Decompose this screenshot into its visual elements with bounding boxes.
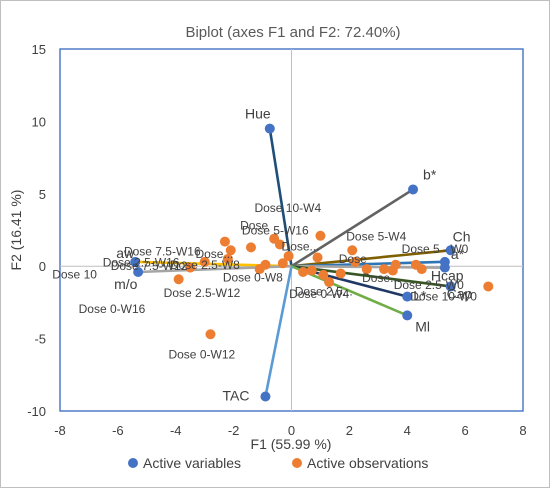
- y-tick-label: -10: [27, 404, 46, 419]
- y-axis-label: F2 (16.41 %): [8, 190, 24, 271]
- variable-label: L*: [413, 288, 427, 304]
- observation-point: [347, 245, 358, 256]
- x-tick-label: -4: [170, 423, 182, 438]
- x-tick-label: -2: [228, 423, 240, 438]
- variable-vector: [291, 248, 451, 268]
- variable-point: [402, 310, 413, 321]
- x-tick-label: 4: [404, 423, 411, 438]
- observation-label: Dose 2.5-W8: [170, 258, 240, 272]
- observation-label: Dose: [339, 252, 367, 266]
- observation-point: [260, 259, 271, 270]
- observation-label: Dose 5-W4: [346, 229, 406, 243]
- observation-label: Dose 7.5-W16: [124, 245, 201, 259]
- variable-label: TAC: [222, 388, 249, 404]
- variable-label: m/o: [114, 276, 138, 292]
- y-tick-label: 10: [32, 114, 46, 129]
- variable-point: [408, 184, 419, 195]
- observation-label: Dose...: [195, 247, 233, 261]
- variable-vector: [264, 265, 293, 397]
- observation-label: Dose: [240, 219, 268, 233]
- variable-label: Hcap: [431, 268, 464, 284]
- observation-label: Dose 10-W4: [254, 201, 321, 215]
- observation-point: [361, 264, 372, 275]
- observation-point: [312, 252, 323, 263]
- x-tick-label: 2: [346, 423, 353, 438]
- observation-point: [277, 258, 288, 269]
- observation-point: [410, 259, 421, 270]
- legend: Active variables Active observations: [128, 455, 428, 471]
- legend-variables-label: Active variables: [143, 455, 241, 471]
- observation-point: [225, 245, 236, 256]
- legend-observations-label: Active observations: [307, 455, 428, 471]
- variable-point: [260, 391, 271, 402]
- observation-label: Dose 2.5-W12: [164, 286, 241, 300]
- observation-label: Dose 5 - W0: [402, 242, 469, 256]
- observation-point: [318, 269, 329, 280]
- variable-label: Hue: [245, 106, 271, 122]
- observation-label: Dose...: [362, 271, 400, 285]
- variable-vector: [291, 264, 451, 288]
- y-tick-label: 0: [39, 259, 46, 274]
- x-tick-label: -8: [54, 423, 66, 438]
- observation-point: [350, 256, 361, 267]
- observation-point: [315, 230, 326, 241]
- variable-label: Cap: [447, 285, 473, 301]
- observation-point: [283, 251, 294, 262]
- variable-label: Ch: [453, 228, 471, 244]
- observation-point: [222, 253, 233, 264]
- variable-point: [264, 123, 275, 134]
- observation-point: [379, 264, 390, 275]
- x-tick-label: 6: [462, 423, 469, 438]
- variable-vector: [268, 128, 293, 267]
- observation-point: [219, 236, 230, 247]
- observation-point: [274, 239, 285, 250]
- observation-label: Dose 7.5-W12: [111, 259, 188, 273]
- x-tick-label: -6: [112, 423, 124, 438]
- variable-label: aw: [116, 245, 135, 261]
- variable-vector: [290, 188, 414, 268]
- observation-point: [245, 242, 256, 253]
- variable-point: [445, 281, 456, 292]
- observation-label: Dose 2.5...: [295, 284, 353, 298]
- y-tick-label: 15: [32, 42, 46, 57]
- observation-point: [199, 256, 210, 267]
- observation-label: Dose 0-W4: [289, 287, 349, 301]
- variable-label: a*: [451, 246, 465, 262]
- x-tick-label: 0: [288, 423, 295, 438]
- legend-variables-marker: [128, 458, 138, 468]
- observation-point: [185, 262, 196, 273]
- variable-point: [445, 245, 456, 256]
- variable-label: b*: [423, 166, 437, 182]
- variable-point: [402, 291, 413, 302]
- observation-point: [306, 265, 317, 276]
- y-tick-label: -5: [34, 332, 46, 347]
- observation-point: [298, 266, 309, 277]
- variable-point: [133, 266, 144, 277]
- y-tick-label: 5: [39, 187, 46, 202]
- observation-point: [335, 268, 346, 279]
- variable-label: Ml: [415, 318, 430, 334]
- observation-point: [387, 265, 398, 276]
- observation-label: Dose 2.5-W0: [394, 278, 464, 292]
- legend-observations-marker: [292, 458, 302, 468]
- observation-point: [483, 281, 494, 292]
- observation-label: Dose 0-W12: [168, 347, 235, 361]
- observation-label: Dose 5-W16: [242, 223, 309, 237]
- observation-label: Dose 10: [52, 268, 97, 282]
- observation-point: [324, 277, 335, 288]
- observation-label: Dose 0-W16: [79, 302, 146, 316]
- x-tick-label: 8: [519, 423, 526, 438]
- variable-point: [130, 256, 141, 267]
- observation-label: Dose 10-W0: [410, 289, 477, 303]
- observation-point: [173, 274, 184, 285]
- observation-label: Dose...: [282, 240, 320, 254]
- observation-label: Dose 2.5-W16: [103, 255, 180, 269]
- observation-label: Dose 0-W8: [223, 270, 283, 284]
- variable-point: [439, 262, 450, 273]
- x-axis-label: F1 (55.99 %): [251, 436, 332, 452]
- chart-title: Biplot (axes F1 and F2: 72.40%): [185, 24, 400, 41]
- observation-point: [205, 329, 216, 340]
